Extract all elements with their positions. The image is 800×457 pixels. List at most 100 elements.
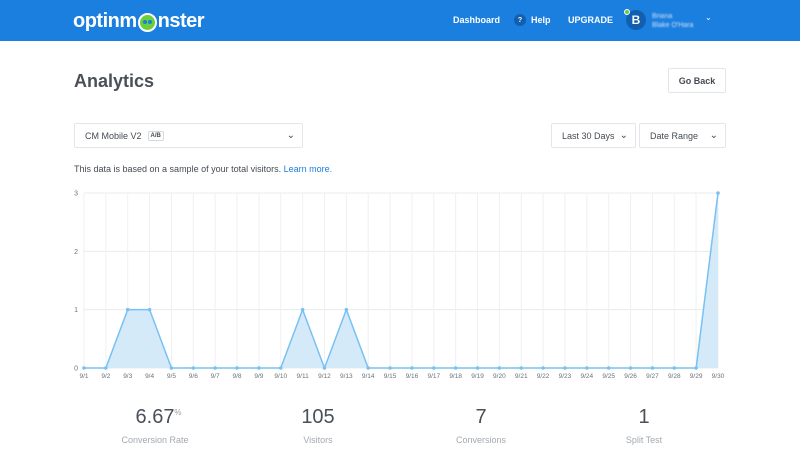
x-tick-label: 9/23 — [559, 373, 572, 380]
x-tick-label: 9/28 — [668, 373, 681, 380]
data-point — [497, 366, 502, 370]
x-tick-label: 9/7 — [211, 373, 220, 380]
x-tick-label: 9/13 — [340, 373, 353, 380]
campaign-select-value: CM Mobile V2 — [85, 130, 142, 141]
time-range-select[interactable]: Last 30 Days ⌄ — [551, 123, 636, 148]
x-tick-label: 9/15 — [384, 373, 397, 380]
go-back-button[interactable]: Go Back — [668, 68, 726, 93]
stat-conversions: 7 Conversions — [421, 406, 541, 445]
data-point — [475, 366, 480, 370]
chevron-down-icon[interactable]: ⌄ — [705, 13, 712, 22]
top-navigation-bar: optinm nster Dashboard ? Help UPGRADE B B… — [0, 0, 800, 41]
date-range-value: Date Range — [650, 130, 699, 141]
data-point — [694, 366, 698, 370]
data-point — [585, 366, 589, 370]
x-tick-label: 9/8 — [233, 373, 242, 380]
nav-dashboard-link[interactable]: Dashboard — [453, 15, 501, 25]
x-tick-label: 9/5 — [167, 373, 176, 380]
data-point — [541, 366, 545, 370]
x-tick-label: 9/17 — [427, 373, 440, 380]
ab-test-badge: A/B — [147, 130, 164, 141]
data-point — [235, 366, 239, 370]
data-point — [650, 366, 655, 370]
data-point — [410, 366, 414, 370]
campaign-select[interactable]: CM Mobile V2 A/B ⌄ — [74, 123, 303, 148]
user-subtitle: Blake O'Hara — [652, 22, 694, 29]
x-tick-label: 9/24 — [580, 373, 593, 380]
data-point — [344, 307, 349, 312]
stat-unit: % — [174, 408, 182, 417]
x-tick-label: 9/29 — [690, 373, 703, 380]
nav-help-link[interactable]: Help — [531, 15, 551, 25]
sample-data-note: This data is based on a sample of your t… — [74, 164, 332, 174]
time-range-value: Last 30 Days — [562, 130, 615, 141]
user-account-menu[interactable]: Briana Blake O'Hara — [652, 12, 693, 30]
x-tick-label: 9/4 — [145, 373, 154, 380]
x-tick-label: 9/2 — [101, 373, 110, 380]
data-point — [322, 366, 327, 370]
online-status-dot — [624, 9, 630, 15]
page-title: Analytics — [74, 71, 155, 91]
x-tick-label: 9/25 — [602, 373, 615, 380]
data-point — [431, 366, 436, 370]
user-avatar[interactable]: B — [626, 10, 646, 30]
x-tick-label: 9/9 — [254, 373, 263, 380]
data-point — [453, 366, 458, 370]
y-tick-label: 0 — [74, 366, 78, 373]
data-point — [300, 307, 305, 312]
data-point — [169, 366, 174, 370]
data-point — [213, 366, 217, 370]
stat-value: 105 — [301, 406, 335, 428]
analytics-area-chart: 0 1 2 3 9/1 9/2 9/3 9/4 9/5 9/6 9/7 9/8 9/9 9/10 9/11 9… — [74, 191, 725, 381]
user-name: Briana — [652, 13, 673, 20]
y-tick-label: 1 — [74, 307, 78, 314]
series-line — [84, 192, 719, 371]
chevron-down-icon: ⌄ — [709, 130, 718, 141]
stat-label: Conversions — [455, 435, 507, 445]
data-point — [519, 366, 524, 370]
data-point — [716, 191, 720, 195]
logo-text-right: nster — [157, 9, 205, 32]
x-tick-label: 9/18 — [449, 373, 462, 380]
stat-split-test: 1 Split Test — [584, 406, 704, 445]
x-tick-label: 9/22 — [537, 373, 550, 380]
chevron-down-icon: ⌄ — [286, 130, 295, 141]
y-tick-label: 2 — [74, 249, 78, 256]
stat-label: Conversion Rate — [121, 435, 189, 445]
monster-mascot-icon — [137, 12, 157, 32]
data-point — [147, 307, 152, 312]
chevron-down-icon: ⌄ — [619, 130, 628, 141]
x-tick-label: 9/19 — [471, 373, 484, 380]
data-point — [125, 307, 130, 312]
data-point — [257, 366, 261, 370]
x-tick-label: 9/27 — [646, 373, 659, 380]
data-point — [191, 366, 196, 370]
x-tick-label: 9/11 — [297, 373, 310, 380]
y-tick-label: 3 — [74, 191, 78, 198]
learn-more-link[interactable]: Learn more. — [283, 164, 333, 174]
data-point — [278, 366, 283, 370]
x-tick-label: 9/1 — [79, 373, 88, 380]
help-icon[interactable]: ? — [514, 14, 526, 26]
stat-conversion-rate: 6.67% Conversion Rate — [95, 406, 215, 445]
nav-upgrade-link[interactable]: UPGRADE — [568, 15, 614, 25]
series-area — [84, 193, 718, 368]
data-point — [366, 366, 371, 370]
x-tick-label: 9/14 — [362, 373, 375, 380]
data-point — [82, 366, 86, 370]
stat-value: 7 — [475, 406, 487, 428]
data-point — [388, 366, 392, 370]
x-tick-label: 9/6 — [189, 373, 198, 380]
optinmonster-logo[interactable]: optinm nster — [73, 9, 205, 33]
x-tick-label: 9/26 — [624, 373, 637, 380]
data-point — [672, 366, 677, 370]
x-tick-label: 9/20 — [493, 373, 506, 380]
stat-visitors: 105 Visitors — [258, 406, 378, 445]
stat-label: Visitors — [303, 435, 333, 445]
sample-data-note-text: This data is based on a sample of your t… — [74, 164, 282, 174]
data-point — [563, 366, 567, 370]
stat-value: 6.67 — [135, 406, 175, 428]
x-tick-label: 9/10 — [274, 373, 287, 380]
data-point — [104, 366, 108, 370]
date-range-select[interactable]: Date Range ⌄ — [639, 123, 726, 148]
